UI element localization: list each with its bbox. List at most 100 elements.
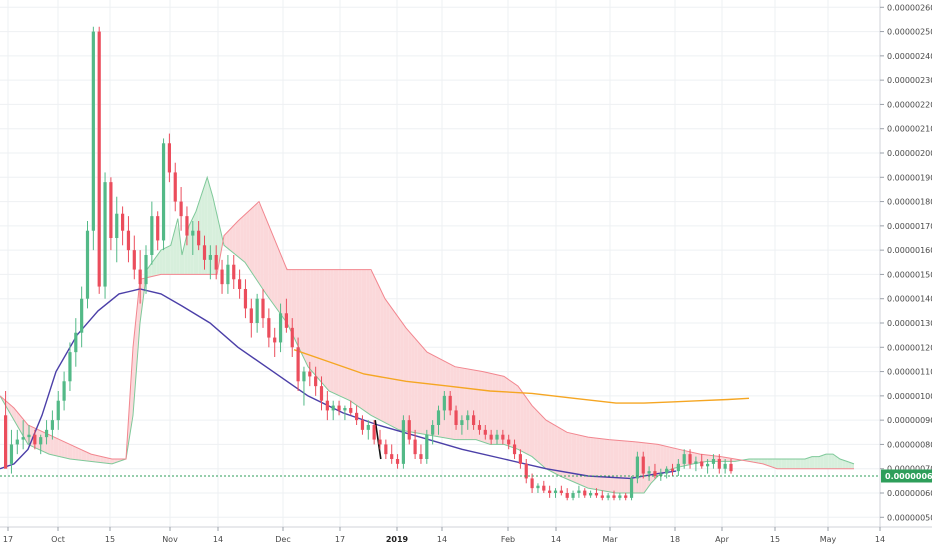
cloud-segment xyxy=(53,436,56,456)
candle-body xyxy=(21,437,25,440)
time-tick-label: Feb xyxy=(501,535,515,544)
cloud-segment xyxy=(176,223,180,275)
cloud-segment xyxy=(240,215,244,262)
candle-body xyxy=(676,463,680,472)
cloud-segment xyxy=(392,308,395,428)
cloud-segment xyxy=(403,323,406,432)
cloud-segment xyxy=(610,439,614,493)
candle-body xyxy=(565,493,569,498)
cloud-segment xyxy=(296,269,300,350)
cloud-segment xyxy=(58,439,62,458)
cloud-segment xyxy=(78,448,82,461)
cloud-segment xyxy=(702,454,706,463)
candle-body xyxy=(331,405,335,411)
candle-body xyxy=(27,434,31,438)
price-tick-label: 0.00000210 xyxy=(887,125,932,134)
candle-body xyxy=(243,289,248,309)
candle-body xyxy=(659,473,663,476)
candle-body xyxy=(44,429,49,438)
candle-body xyxy=(325,400,329,411)
cloud-segment xyxy=(254,202,258,282)
cloud-segment xyxy=(366,269,370,415)
price-tick-label: 0.00000090 xyxy=(887,416,932,425)
cloud-segment xyxy=(828,454,832,469)
cloud-segment xyxy=(546,420,549,471)
cloud-segment xyxy=(305,269,308,367)
candle-body xyxy=(694,461,698,464)
candle-body xyxy=(50,420,54,430)
cloud-segment xyxy=(722,456,726,462)
candle-body xyxy=(132,250,136,270)
cloud-segment xyxy=(106,457,110,464)
candle-body xyxy=(343,408,347,411)
candle-body xyxy=(553,490,558,493)
cloud-segment xyxy=(548,421,552,472)
cloud-segment xyxy=(378,284,381,421)
cloud-segment xyxy=(179,230,182,275)
candle-body xyxy=(559,490,563,493)
cloud-segment xyxy=(165,246,168,275)
candle-body xyxy=(670,468,675,472)
candle-body xyxy=(74,332,78,353)
cloud-segment xyxy=(498,375,502,445)
candle-body xyxy=(647,471,651,474)
cloud-segment xyxy=(154,255,157,277)
cloud-segment xyxy=(25,421,28,445)
cloud-segment xyxy=(375,278,378,419)
candle-body xyxy=(372,425,376,440)
cloud-segment xyxy=(434,355,437,437)
candle-body xyxy=(407,420,411,440)
cloud-segment xyxy=(663,445,667,474)
cloud-segment xyxy=(655,444,658,479)
candle-body xyxy=(536,485,540,489)
cloud-segment xyxy=(551,423,555,474)
candle-body xyxy=(395,459,400,464)
time-axis[interactable]: 17 Oct 15 Nov 14 Dec 17 2019 14 Feb 14 Mar 18 Apr 15 Ma… xyxy=(0,526,932,544)
cloud-segment xyxy=(299,269,303,356)
cloud-segment xyxy=(800,459,804,469)
price-tick-label: 0.00000150 xyxy=(887,270,932,279)
cloud-segment xyxy=(593,437,597,490)
cloud-segment xyxy=(607,439,611,493)
candle-body xyxy=(296,347,300,382)
candle-body xyxy=(378,439,382,445)
last-price-value: 0.00000067 xyxy=(885,472,932,481)
cloud-segment xyxy=(431,354,434,436)
cloud-segment xyxy=(159,249,163,275)
cloud-segment xyxy=(770,459,773,468)
candle-body xyxy=(635,456,639,479)
cloud-segment xyxy=(316,269,320,380)
candle-body xyxy=(62,381,66,401)
candle-body xyxy=(542,485,546,491)
cloud-segment xyxy=(786,459,790,469)
moving-average-slow xyxy=(293,349,750,404)
candle-body xyxy=(161,143,166,241)
cloud-segment xyxy=(445,361,448,439)
cloud-segment xyxy=(109,458,112,464)
price-axis[interactable]: 0.00000050 0.00000060 0.00000070 0.00000080… xyxy=(879,0,932,527)
candle-body xyxy=(355,412,359,421)
cloud-segment xyxy=(599,438,602,491)
candle-body xyxy=(653,471,657,476)
cloud-segment xyxy=(439,358,443,438)
cloud-segment xyxy=(92,454,96,462)
cloud-segment xyxy=(660,445,664,475)
cloud-segment xyxy=(792,459,796,469)
cloud-segment xyxy=(224,232,227,248)
candle-body xyxy=(524,463,528,479)
candle-body xyxy=(261,298,265,319)
candle-body xyxy=(413,439,417,455)
cloud-segment xyxy=(268,225,272,302)
drawn-trendline xyxy=(374,420,382,460)
cloud-segment xyxy=(50,435,54,456)
cloud-segment xyxy=(260,204,264,290)
cloud-segment xyxy=(42,431,45,453)
cloud-segment xyxy=(414,337,418,434)
cloud-segment xyxy=(313,269,317,377)
cloud-segment xyxy=(565,431,569,480)
cloud-segment xyxy=(8,403,12,416)
candle-body xyxy=(39,437,43,445)
cloud-segment xyxy=(274,238,278,310)
cloud-segment xyxy=(89,453,93,462)
